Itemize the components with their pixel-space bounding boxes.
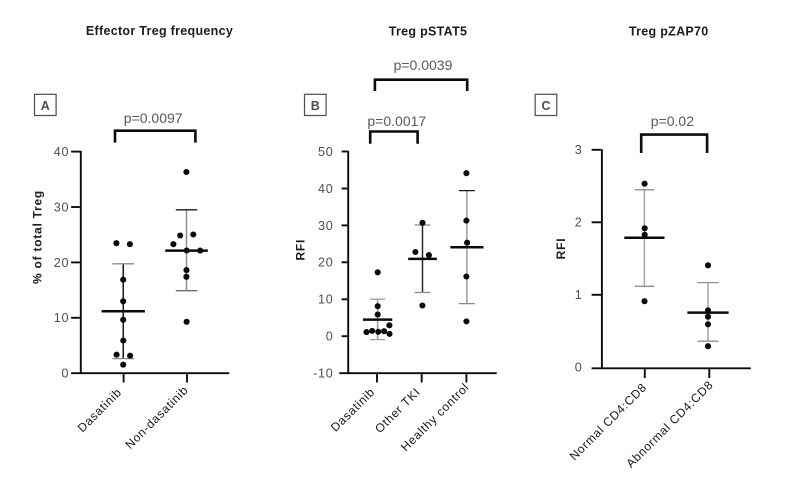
svg-text:30: 30 — [54, 200, 70, 214]
svg-text:Treg pZAP70: Treg pZAP70 — [629, 25, 709, 39]
svg-text:10: 10 — [54, 311, 70, 325]
svg-text:3: 3 — [575, 143, 583, 157]
svg-text:50: 50 — [318, 145, 334, 159]
svg-text:p=0.0097: p=0.0097 — [124, 110, 183, 126]
svg-text:0: 0 — [326, 330, 334, 344]
svg-text:-10: -10 — [313, 367, 334, 381]
svg-text:p=0.0017: p=0.0017 — [367, 113, 426, 129]
svg-text:p=0.0039: p=0.0039 — [394, 57, 453, 73]
svg-text:40: 40 — [54, 145, 70, 159]
svg-text:0: 0 — [61, 367, 69, 381]
svg-text:20: 20 — [318, 256, 334, 270]
svg-text:10: 10 — [318, 293, 334, 307]
svg-text:40: 40 — [318, 182, 334, 196]
svg-text:Treg pSTAT5: Treg pSTAT5 — [389, 25, 468, 39]
svg-text:C: C — [541, 99, 550, 113]
svg-text:20: 20 — [54, 256, 70, 270]
svg-text:RFI: RFI — [554, 238, 568, 260]
svg-text:RFI: RFI — [294, 239, 308, 261]
svg-text:1: 1 — [575, 288, 583, 302]
svg-text:B: B — [311, 99, 320, 113]
svg-text:% of total Treg: % of total Treg — [30, 190, 44, 284]
svg-text:Effector Treg frequency: Effector Treg frequency — [86, 24, 233, 38]
svg-text:2: 2 — [575, 216, 583, 230]
svg-text:30: 30 — [318, 219, 334, 233]
svg-text:0: 0 — [575, 361, 583, 375]
svg-text:A: A — [41, 99, 50, 113]
svg-text:p=0.02: p=0.02 — [651, 113, 694, 129]
